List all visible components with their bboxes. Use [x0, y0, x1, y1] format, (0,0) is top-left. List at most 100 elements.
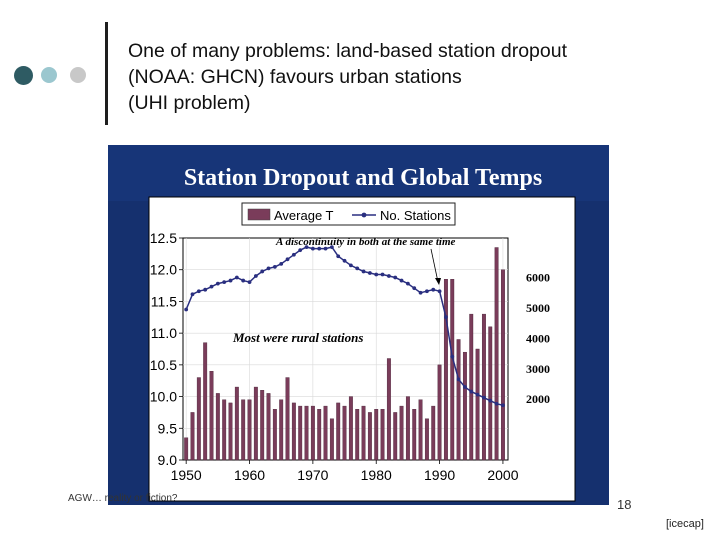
x-tick-label-0: 1950 [171, 467, 202, 483]
station-point-1961 [253, 274, 258, 278]
bar-1988 [424, 418, 429, 461]
bar-1998 [488, 326, 493, 461]
bar-2000 [500, 269, 505, 461]
y-tick-label-5: 10.0 [150, 389, 177, 405]
station-dropout-chart: Station Dropout and Global Temps 12.512.… [108, 145, 609, 505]
slide-title: One of many problems: land-based station… [128, 38, 567, 116]
bars-layer [184, 247, 505, 461]
bar-1985 [405, 396, 410, 461]
bar-1989 [431, 405, 436, 461]
station-point-1998 [488, 398, 493, 403]
y-tick-label-1: 12.0 [150, 262, 177, 278]
bar-1961 [253, 386, 258, 461]
y2-axis-ticks: 6000 5000 4000 3000 2000 [526, 271, 550, 407]
station-point-1988 [425, 289, 429, 294]
bar-1959 [241, 399, 246, 461]
station-point-1990 [437, 289, 442, 294]
annotation-rural: Most were rural stations [232, 330, 363, 345]
decor-dot-dark [14, 66, 33, 85]
bar-1962 [260, 390, 265, 461]
station-point-1971 [317, 246, 322, 251]
bar-1987 [418, 399, 423, 461]
y-axis-ticks: 12.5 12.0 11.5 11.0 10.5 10.0 9.5 9.0 [150, 230, 183, 468]
x-tick-label-1: 1960 [234, 467, 265, 483]
station-point-2000 [501, 403, 505, 408]
x-tick-label-4: 1990 [424, 467, 455, 483]
station-point-1993 [456, 377, 461, 382]
station-point-1972 [323, 246, 328, 251]
station-point-1950 [184, 307, 189, 312]
annotation-arrow [430, 248, 439, 283]
bar-1952 [196, 377, 201, 461]
bar-1953 [203, 342, 208, 461]
legend-marker-stations [361, 212, 367, 218]
bar-1969 [304, 405, 309, 461]
station-point-1997 [482, 395, 486, 400]
station-point-1982 [386, 274, 391, 278]
bar-1992 [450, 279, 455, 461]
station-point-1963 [266, 266, 271, 271]
annotation-discontinuity: A discontinuity in both at the same time [275, 236, 456, 248]
legend-swatch-average-t [247, 208, 271, 221]
station-point-1969 [304, 245, 309, 250]
station-point-1968 [298, 248, 303, 253]
station-point-1994 [463, 385, 467, 389]
bar-1973 [329, 418, 334, 461]
station-point-1981 [380, 272, 385, 277]
bar-1968 [298, 405, 303, 461]
bar-1964 [272, 409, 277, 461]
station-point-1967 [291, 252, 296, 257]
station-point-1970 [310, 246, 315, 251]
station-point-1992 [450, 354, 455, 359]
station-point-1979 [367, 271, 372, 275]
station-point-1977 [355, 266, 360, 271]
title-line-2: (NOAA: GHCN) favours urban stations [128, 66, 462, 88]
station-point-1965 [279, 261, 284, 266]
station-point-1984 [399, 278, 404, 283]
bar-1967 [291, 402, 296, 461]
legend-box [241, 202, 456, 226]
bar-1977 [355, 409, 360, 461]
bar-1999 [494, 247, 499, 461]
bar-1956 [222, 399, 227, 461]
chart-title: Station Dropout and Global Temps [184, 165, 542, 191]
bar-1951 [190, 412, 195, 461]
bar-1990 [437, 364, 442, 461]
station-point-1962 [260, 269, 265, 274]
bar-1965 [279, 399, 284, 461]
y2-tick-label-3: 3000 [526, 362, 550, 376]
station-point-1996 [475, 392, 480, 397]
decor-dot-light [70, 67, 86, 83]
station-point-1960 [247, 280, 252, 284]
station-point-1985 [406, 281, 410, 286]
y-tick-label-3: 11.0 [151, 325, 177, 341]
bar-1983 [393, 412, 398, 461]
legend-label-average-t: Average T [274, 208, 334, 223]
station-point-1987 [418, 290, 423, 295]
y2-tick-label-4: 2000 [526, 392, 550, 406]
legend-label-stations: No. Stations [380, 208, 451, 223]
station-point-1980 [374, 272, 379, 277]
x-axis-ticks: 1950 1960 1970 1980 1990 2000 [171, 460, 519, 483]
bar-1950 [184, 437, 189, 461]
y-tick-label-2: 11.5 [151, 293, 177, 309]
bar-1984 [399, 405, 404, 461]
station-point-1989 [431, 287, 436, 292]
bar-1960 [247, 399, 252, 461]
station-point-1956 [222, 280, 227, 284]
station-point-1959 [241, 278, 246, 283]
station-point-1964 [272, 264, 277, 269]
bar-1993 [456, 339, 461, 461]
title-divider [105, 22, 108, 125]
y2-tick-label-2: 4000 [526, 331, 550, 345]
bar-1978 [361, 405, 366, 461]
y-tick-label-6: 9.5 [158, 420, 178, 436]
station-point-1952 [196, 289, 201, 294]
bar-1957 [228, 402, 233, 461]
bar-1981 [380, 409, 385, 461]
bar-1982 [386, 358, 391, 461]
decor-dot-mid [41, 67, 57, 83]
station-point-1955 [215, 281, 220, 286]
bar-1995 [469, 313, 474, 461]
station-point-1978 [361, 269, 366, 274]
